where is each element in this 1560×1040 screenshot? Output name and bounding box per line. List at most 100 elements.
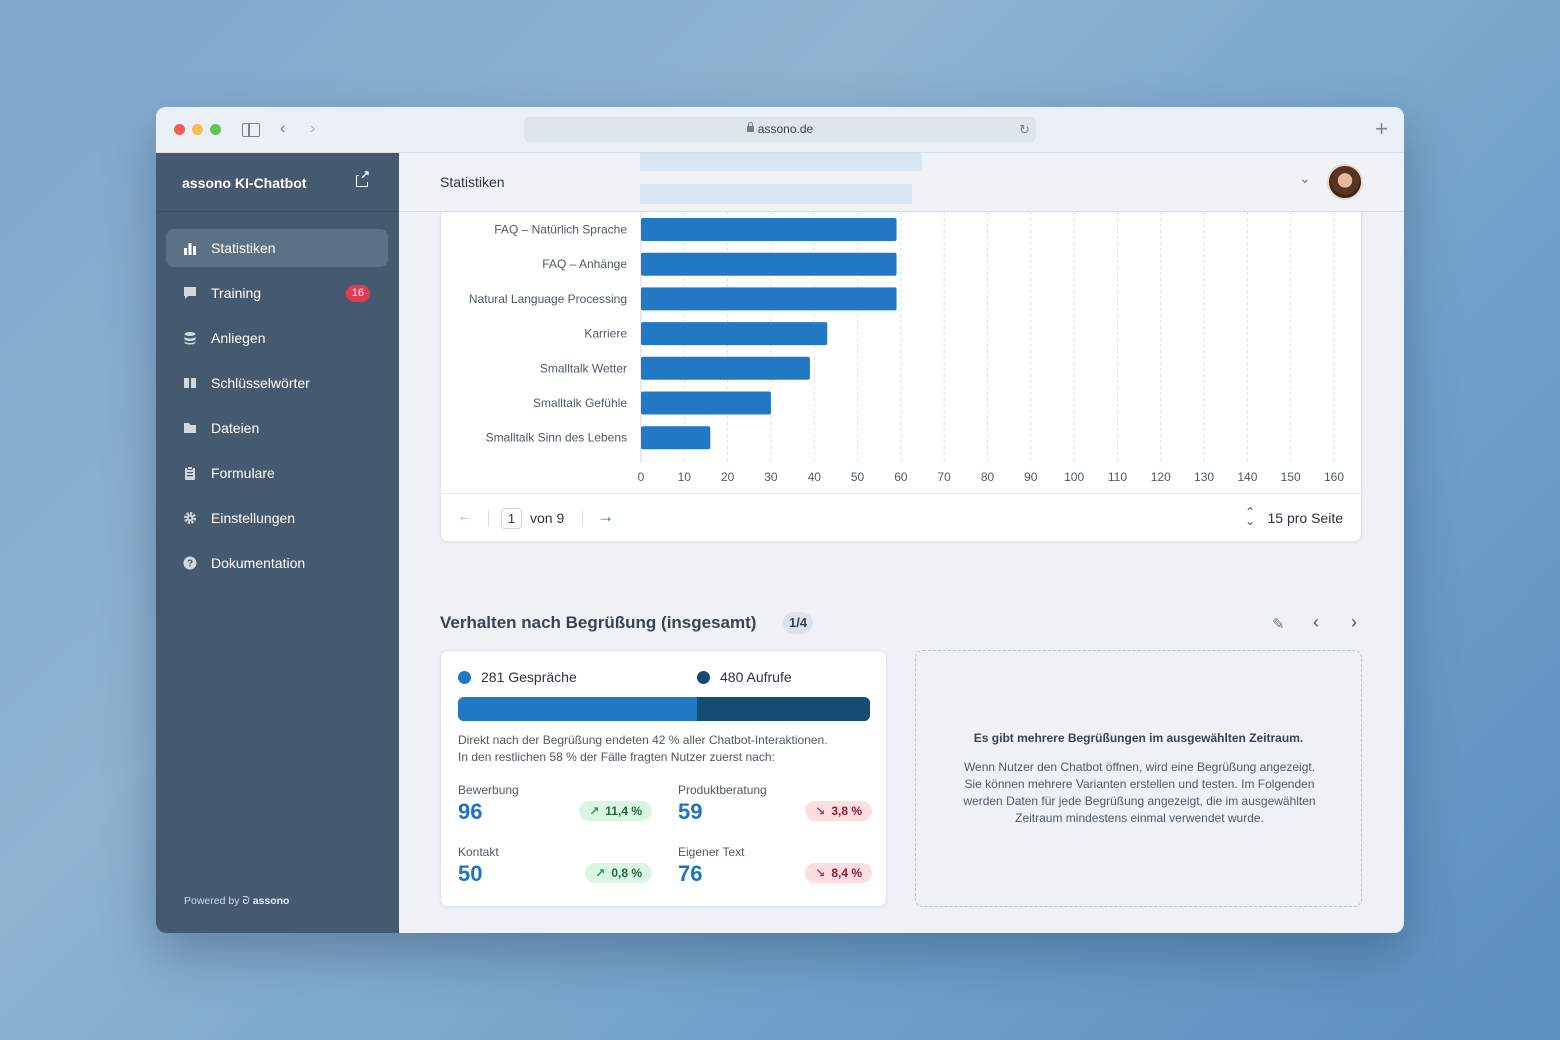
legend-swatch [697,670,710,684]
trend-down-icon: ↘ [815,866,826,880]
assono-logo-icon: ᘐ [242,895,250,907]
sidebar-item-label: Anliegen [211,330,266,346]
chart-card: 0 10 20 30 40 50 60 70 80 90 100 110 120 130 140 150 160… [440,212,1363,542]
greeting-stats-card: 281 Gespräche 480 Aufrufe Direkt nach de… [440,650,887,907]
bar[interactable] [641,322,828,346]
x-tick-label: 80 [981,470,995,484]
sidebar-toggle-icon[interactable] [242,123,260,137]
category-label: Smalltalk Gefühle [533,396,627,410]
powered-by: Powered by ᘐ assono [184,895,290,907]
gear-icon [184,512,196,524]
browser-back-icon[interactable]: ‹ [280,120,286,137]
chevron-down-icon[interactable]: ⌄ [1299,170,1311,186]
browser-titlebar: ‹ › assono.de ↻ + [156,107,1404,153]
multiple-greetings-info: Es gibt mehrere Begrüßungen im ausgewähl… [915,650,1362,907]
training-count-badge: 16 [345,285,370,302]
x-tick-label: 110 [1108,470,1127,484]
category-label: FAQ – Anhänge [542,257,627,271]
sidebar-item-statistiken[interactable]: Statistiken [166,229,388,267]
per-page-select[interactable]: 15 pro Seite [1267,510,1344,526]
views-segment [696,697,870,721]
sidebar-nav: Statistiken Training 16 Anliegen Schlüss… [166,229,388,589]
divider [582,510,583,526]
sidebar-item-label: Dokumentation [211,555,306,571]
bar[interactable] [641,356,810,380]
sidebar-item-label: Schlüsselwörter [211,375,310,391]
x-tick-label: 90 [1024,470,1038,484]
sidebar-item-training[interactable]: Training 16 [166,274,388,312]
x-tick-label: 120 [1151,470,1171,484]
category-label: Natural Language Processing [469,292,627,306]
page-number-input[interactable]: 1 [501,508,522,529]
x-tick-label: 160 [1324,470,1344,484]
avatar[interactable] [1327,164,1363,200]
x-tick-label: 50 [851,470,865,484]
pencil-icon[interactable]: ✎ [1272,616,1285,633]
conversation-view-bar [458,697,870,721]
scrolled-bar-ghost [640,153,922,171]
sidebar-item-einstellungen[interactable]: Einstellungen [166,499,388,537]
chevron-right-icon[interactable]: › [1351,612,1357,632]
new-tab-icon[interactable]: + [1375,116,1388,141]
metric-eigener-text: Eigener Text 76 ↘ 8,4 % [678,845,872,886]
legend-swatch [458,670,471,684]
x-tick-label: 100 [1064,470,1084,484]
info-title: Es gibt mehrere Begrüßungen im ausgewähl… [973,731,1304,745]
sidebar-item-label: Einstellungen [211,510,296,526]
close-window-button[interactable] [174,124,185,135]
x-tick-label: 10 [678,470,692,484]
sidebar-item-dokumentation[interactable]: ? Dokumentation [166,544,388,582]
scrolled-bar-ghost [640,184,912,204]
stats-description: Direkt nach der Begrüßung endeten 42 % a… [458,733,828,764]
bar[interactable] [641,252,897,276]
folder-icon [184,423,196,433]
metric-bewerbung: Bewerbung 96 ↗ 11,4 % [458,783,652,824]
metric-produktberatung: Produktberatung 59 ↘ 3,8 % [678,783,872,824]
bar-chart: 0 10 20 30 40 50 60 70 80 90 100 110 120 130 140 150 160… [469,212,1344,484]
sidebar-item-anliegen[interactable]: Anliegen [166,319,388,357]
section-title: Verhalten nach Begrüßung (insgesamt) [440,613,757,632]
chevron-left-icon[interactable]: ‹ [1313,612,1319,632]
sidebar-item-dateien[interactable]: Dateien [166,409,388,447]
trend-badge: ↘ 3,8 % [805,801,872,821]
trend-up-icon: ↗ [589,804,600,818]
brand-title: assono KI-Chatbot [182,175,307,191]
x-tick-label: 0 [638,470,645,484]
main-header: Statistiken ⌄ [399,153,1404,212]
sidebar-item-schluesselwoerter[interactable]: Schlüsselwörter [166,364,388,402]
category-label: Smalltalk Wetter [540,361,627,375]
bar[interactable] [641,426,711,450]
clipboard-icon [185,466,195,480]
sidebar-item-label: Dateien [211,420,260,436]
svg-text:?: ? [187,559,193,570]
sidebar-item-label: Statistiken [211,240,276,256]
trend-down-icon: ↘ [815,804,826,818]
sidebar-item-formulare[interactable]: Formulare [166,454,388,492]
page-total: von 9 [530,510,565,526]
sidebar-header: assono KI-Chatbot [156,153,399,212]
arrow-left-icon[interactable]: ← [457,508,473,525]
x-tick-label: 60 [894,470,908,484]
info-body: Wenn Nutzer den Chatbot öffnen, wird ein… [963,760,1316,825]
bar[interactable] [641,391,771,415]
lock-icon [746,122,754,132]
chevron-updown-icon[interactable]: ⌃ ⌄ [1245,505,1256,528]
minimize-window-button[interactable] [192,124,203,135]
arrow-right-icon[interactable]: → [597,507,614,526]
maximize-window-button[interactable] [210,124,221,135]
book-icon [184,378,196,388]
external-link-icon[interactable] [356,168,372,187]
sidebar-item-label: Formulare [211,465,275,481]
bar[interactable] [641,287,897,311]
trend-badge: ↗ 0,8 % [585,863,652,883]
browser-forward-icon[interactable]: › [310,120,316,137]
x-tick-label: 70 [938,470,952,484]
browser-window: ‹ › assono.de ↻ + assono KI-Chatbot Stat… [156,107,1404,933]
x-tick-label: 20 [721,470,735,484]
chat-bubble-icon [184,287,196,299]
trend-up-icon: ↗ [595,866,606,880]
reload-icon[interactable]: ↻ [1019,122,1030,137]
bar[interactable] [641,218,897,241]
conversations-segment [458,697,697,721]
address-bar[interactable]: assono.de ↻ [524,117,1036,142]
